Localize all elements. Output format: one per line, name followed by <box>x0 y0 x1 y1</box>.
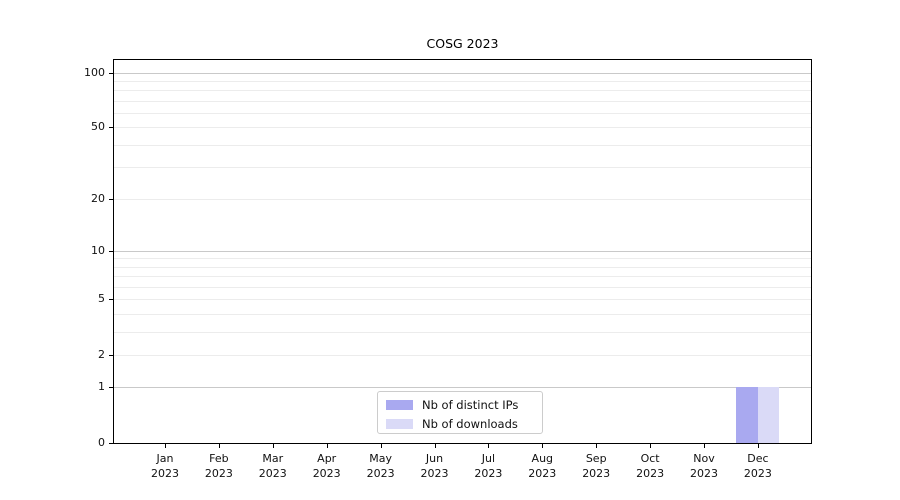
x-tick-label: Feb 2023 <box>204 452 233 480</box>
y-gridline-minor <box>114 127 811 129</box>
x-tick <box>596 444 598 448</box>
legend: Nb of distinct IPs Nb of downloads <box>377 391 543 434</box>
x-tick <box>272 444 274 448</box>
y-gridline-major <box>114 387 811 389</box>
legend-item: Nb of distinct IPs <box>386 398 542 412</box>
y-tick <box>109 443 113 444</box>
plot-area <box>113 59 812 444</box>
y-gridline-minor <box>114 299 811 301</box>
x-tick-label: Mar 2023 <box>258 452 287 480</box>
y-gridline-minor <box>114 286 811 288</box>
x-tick-label: Jul 2023 <box>474 452 503 480</box>
x-tick-label: Dec 2023 <box>743 452 772 480</box>
x-tick <box>757 444 759 448</box>
y-tick <box>109 299 113 301</box>
y-gridline-minor <box>114 80 811 82</box>
y-tick <box>109 72 113 74</box>
y-gridline-minor <box>114 167 811 169</box>
x-tick <box>650 444 652 448</box>
y-gridline-minor <box>114 266 811 268</box>
y-gridline-minor <box>114 331 811 333</box>
y-gridline-minor <box>114 90 811 92</box>
bar-nb-of-downloads <box>757 387 780 443</box>
x-tick <box>326 444 328 448</box>
y-gridline-minor <box>114 144 811 146</box>
y-tick <box>109 354 113 356</box>
x-tick <box>165 444 166 448</box>
y-tick <box>109 387 113 389</box>
x-tick <box>380 444 382 448</box>
y-tick-label: 1 <box>98 380 105 394</box>
y-tick-label: 5 <box>98 292 105 306</box>
x-tick <box>218 444 220 448</box>
x-tick-label: Oct 2023 <box>636 452 665 480</box>
x-tick-label: Aug 2023 <box>528 452 557 480</box>
x-tick-label: Jan 2023 <box>151 452 179 480</box>
x-tick <box>704 444 705 448</box>
legend-label: Nb of downloads <box>422 417 518 431</box>
y-tick-label: 50 <box>91 120 105 134</box>
x-tick-label: Nov 2023 <box>690 452 718 480</box>
chart-title: COSG 2023 <box>426 36 499 51</box>
y-gridline-major <box>114 250 811 252</box>
x-tick-label: Sep 2023 <box>582 452 611 480</box>
bar-nb-of-distinct-ips <box>736 387 758 443</box>
y-tick-label: 2 <box>98 347 105 361</box>
x-tick-label: May 2023 <box>366 452 395 480</box>
y-tick <box>109 127 113 129</box>
y-tick <box>109 198 113 200</box>
y-tick <box>109 250 113 252</box>
y-gridline-minor <box>114 100 811 102</box>
y-tick-label: 20 <box>91 191 105 205</box>
y-gridline-minor <box>114 198 811 200</box>
y-gridline-minor <box>114 113 811 114</box>
y-tick-label: 0 <box>98 436 105 449</box>
y-tick-label: 100 <box>84 65 105 79</box>
legend-item: Nb of downloads <box>386 417 542 431</box>
y-gridline-minor <box>114 313 811 315</box>
legend-label: Nb of distinct IPs <box>422 398 519 412</box>
y-tick-label: 10 <box>91 243 105 257</box>
x-tick <box>542 444 544 448</box>
x-tick-label: Jun 2023 <box>420 452 449 480</box>
y-gridline-minor <box>114 258 811 260</box>
legend-swatch <box>386 419 413 429</box>
x-tick <box>488 444 490 448</box>
y-gridline-major <box>114 72 811 74</box>
y-gridline-minor <box>114 276 811 278</box>
x-tick <box>434 444 436 448</box>
y-gridline-minor <box>114 354 811 356</box>
x-tick-label: Apr 2023 <box>312 452 341 480</box>
legend-swatch <box>386 400 413 410</box>
